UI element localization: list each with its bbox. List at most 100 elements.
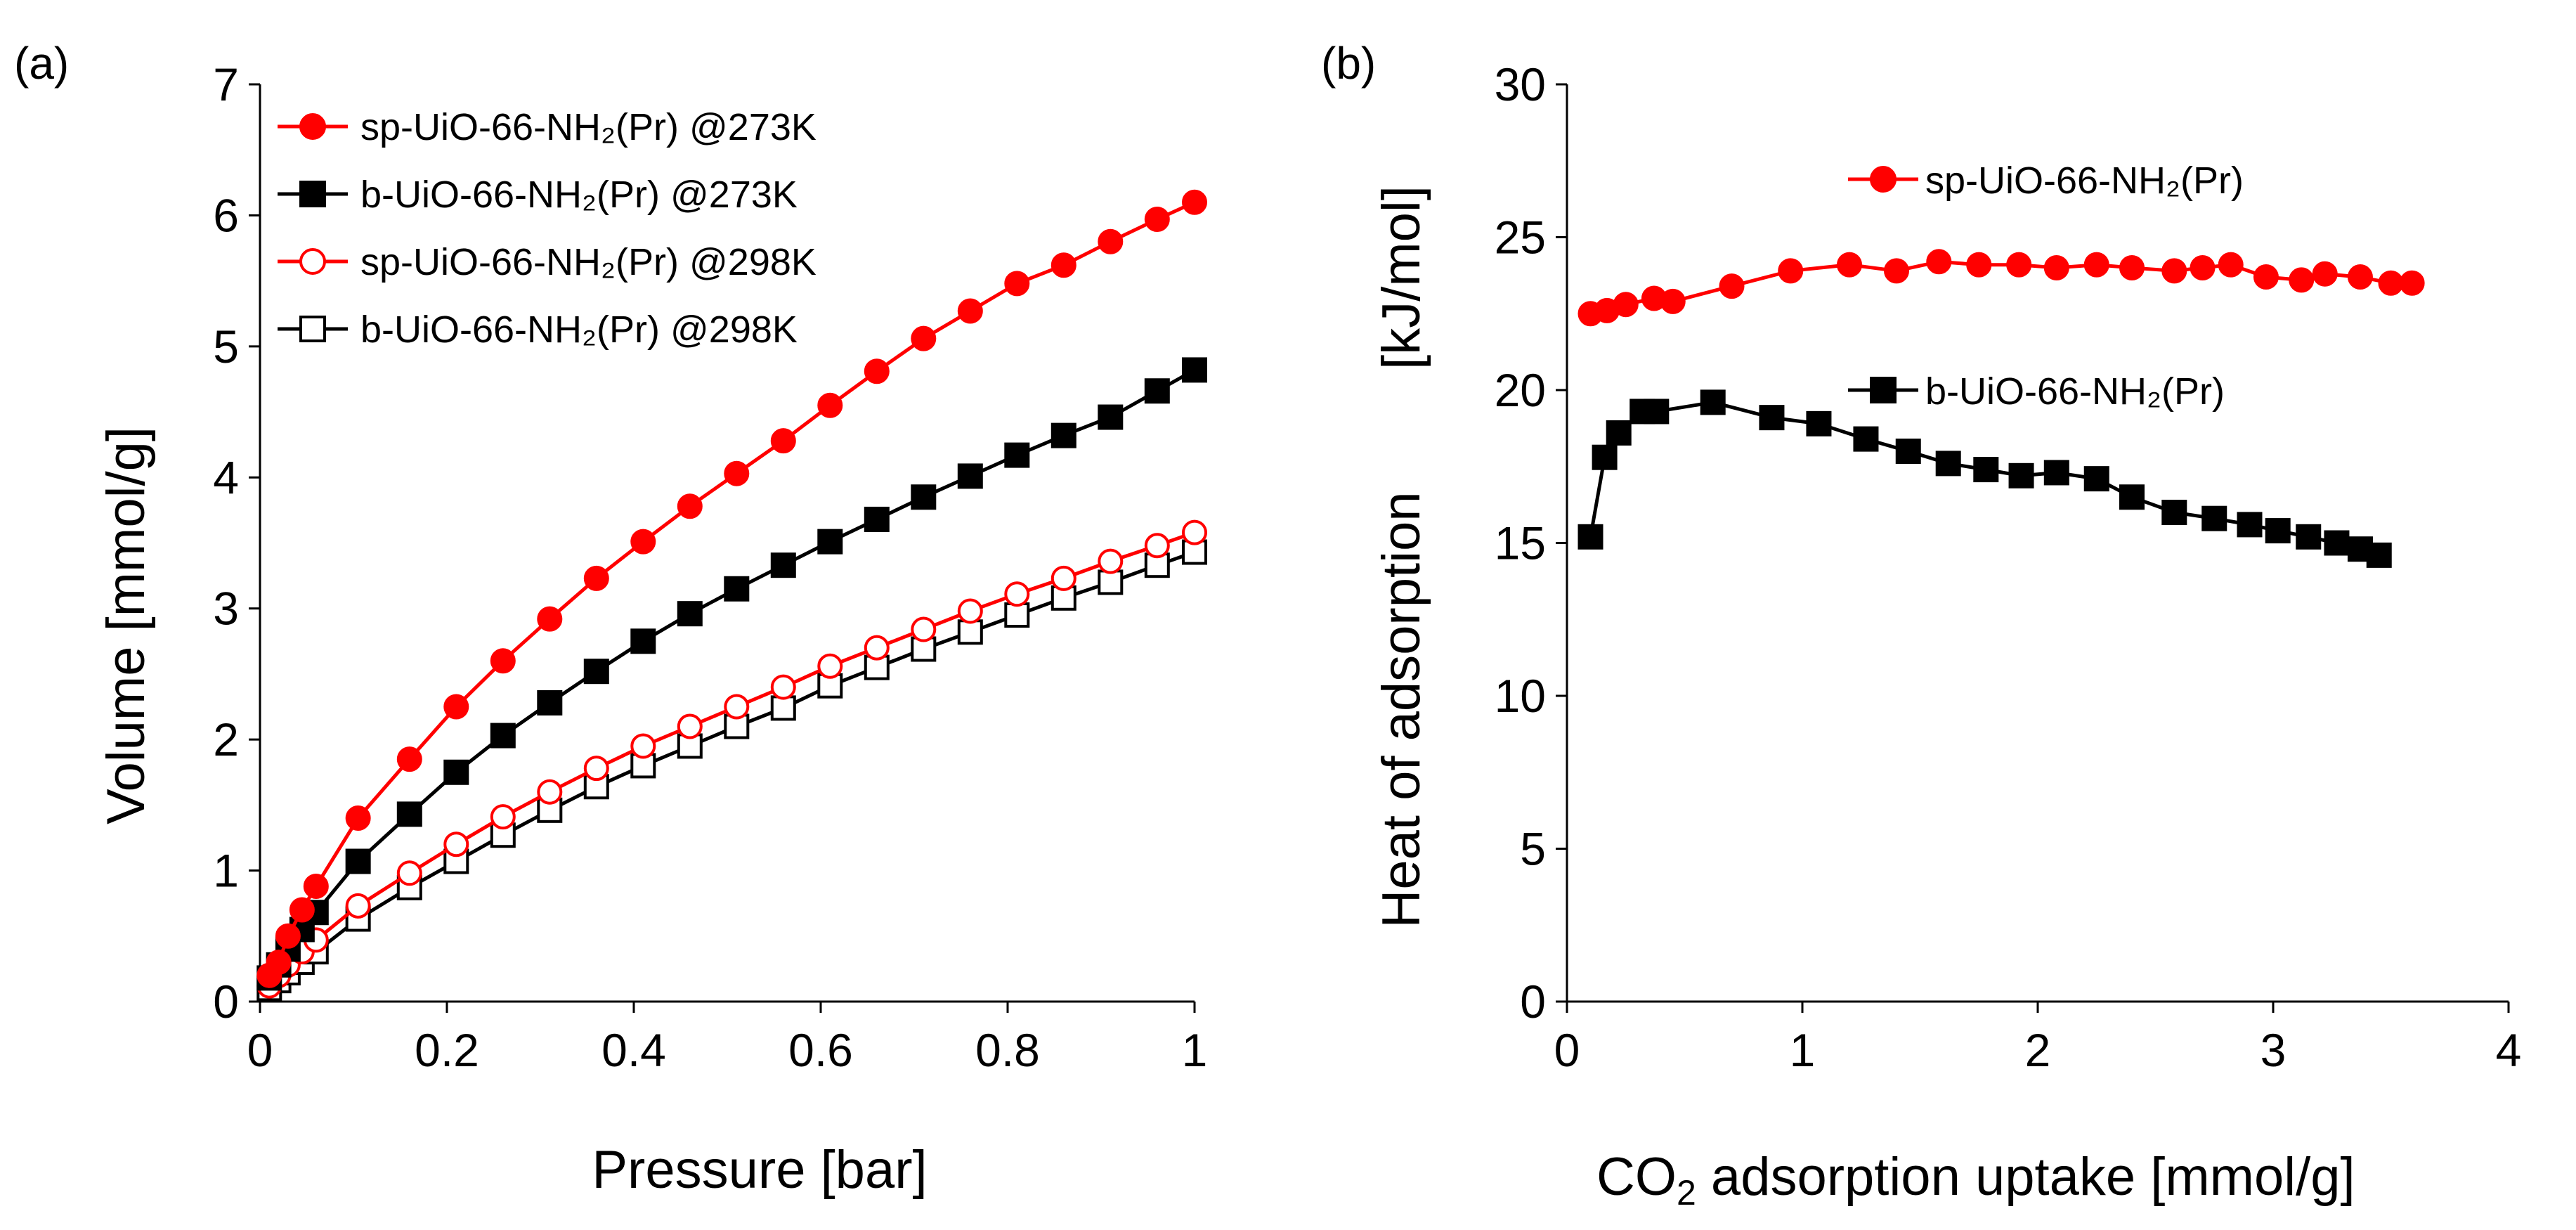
data-point bbox=[630, 628, 656, 654]
data-point bbox=[2366, 542, 2392, 568]
data-point bbox=[2119, 484, 2145, 510]
legend-label: sp-UiO-66-NH₂(Pr) @298K bbox=[360, 241, 817, 283]
panel-b-y-tick-label: 30 bbox=[1495, 58, 1546, 110]
panel-b-y-tick-label: 20 bbox=[1495, 364, 1546, 416]
data-point bbox=[724, 694, 750, 720]
data-point bbox=[677, 493, 703, 519]
legend-marker bbox=[299, 248, 326, 275]
panel-b-series-1 bbox=[1578, 389, 2392, 568]
data-point bbox=[1806, 410, 1832, 436]
legend-marker bbox=[1870, 377, 1897, 403]
panel-a-y-tick-label: 4 bbox=[213, 451, 239, 503]
data-point bbox=[303, 873, 329, 899]
panel-b-x-tick-label: 4 bbox=[2496, 1024, 2522, 1076]
data-point bbox=[490, 804, 516, 830]
panel-b-xlabel-main: CO bbox=[1596, 1147, 1677, 1207]
panel-b-xlabel-sub: 2 bbox=[1677, 1173, 1696, 1212]
panel-b-ylabel-right: [kJ/mol] bbox=[1372, 186, 1431, 370]
data-point bbox=[1895, 439, 1921, 464]
data-point bbox=[289, 897, 315, 923]
panel-a-label: (a) bbox=[14, 38, 69, 89]
data-point bbox=[1935, 451, 1961, 477]
panel-a-y-tick-label: 6 bbox=[213, 189, 239, 241]
data-point bbox=[630, 733, 656, 759]
data-point bbox=[2265, 518, 2291, 544]
data-point bbox=[2083, 252, 2109, 278]
data-point bbox=[1719, 273, 1745, 299]
data-point bbox=[911, 484, 937, 510]
data-point bbox=[1966, 252, 1992, 278]
data-point bbox=[583, 659, 609, 685]
data-point bbox=[957, 463, 983, 489]
data-point bbox=[1050, 422, 1076, 448]
legend-marker bbox=[1870, 166, 1897, 193]
data-point bbox=[396, 746, 422, 772]
data-point bbox=[1050, 565, 1076, 591]
data-point bbox=[770, 428, 796, 454]
panel-b-xlabel-rest: adsorption uptake [mmol/g] bbox=[1696, 1147, 2355, 1207]
data-point bbox=[275, 923, 301, 949]
data-point bbox=[345, 848, 371, 874]
panel-a-y-tick-label: 3 bbox=[213, 583, 239, 635]
data-point bbox=[443, 831, 469, 857]
data-point bbox=[396, 801, 422, 827]
data-point bbox=[770, 552, 796, 578]
panel-a-y-tick-label: 1 bbox=[213, 845, 239, 897]
data-point bbox=[1853, 426, 1879, 452]
series-line bbox=[1590, 259, 2412, 316]
data-point bbox=[2237, 512, 2263, 538]
data-point bbox=[537, 779, 563, 805]
data-point bbox=[1144, 207, 1170, 233]
panel-b-series-0 bbox=[1578, 249, 2425, 327]
panel-a-series-0 bbox=[256, 189, 1207, 988]
data-point bbox=[2399, 270, 2425, 296]
data-point bbox=[345, 893, 371, 919]
panel-a-y-tick-label: 7 bbox=[213, 58, 239, 110]
data-point bbox=[2190, 255, 2216, 280]
legend-label: sp-UiO-66-NH₂(Pr) @273K bbox=[360, 106, 817, 148]
data-point bbox=[817, 653, 843, 679]
data-point bbox=[864, 358, 890, 384]
panel-b-x-tick-label: 2 bbox=[2025, 1024, 2051, 1076]
data-point bbox=[2161, 258, 2187, 284]
data-point bbox=[1004, 442, 1030, 468]
data-point bbox=[2083, 466, 2109, 492]
data-point bbox=[537, 690, 563, 716]
data-point bbox=[1182, 519, 1207, 545]
panel-a-x-tick-label: 0.2 bbox=[415, 1024, 479, 1076]
data-point bbox=[677, 713, 703, 739]
data-point bbox=[1144, 378, 1170, 404]
legend-marker bbox=[299, 113, 326, 140]
data-point bbox=[1613, 292, 1639, 318]
data-point bbox=[1606, 420, 1632, 446]
data-point bbox=[2006, 252, 2032, 278]
data-point bbox=[911, 616, 937, 642]
panel-b-x-tick-label: 1 bbox=[1790, 1024, 1816, 1076]
data-point bbox=[1644, 399, 1670, 425]
data-point bbox=[1098, 548, 1124, 574]
panel-a-x-tick-label: 0.4 bbox=[601, 1024, 666, 1076]
legend-entry-2: sp-UiO-66-NH₂(Pr) @298K bbox=[278, 241, 817, 283]
legend-label: b-UiO-66-NH₂(Pr) @298K bbox=[360, 309, 798, 351]
legend-entry-1: b-UiO-66-NH₂(Pr) bbox=[1848, 370, 2225, 413]
legend-label: b-UiO-66-NH₂(Pr) bbox=[1925, 370, 2225, 413]
data-point bbox=[864, 635, 890, 661]
data-point bbox=[1182, 189, 1207, 215]
data-point bbox=[2296, 524, 2322, 550]
data-point bbox=[537, 606, 563, 632]
data-point bbox=[1592, 444, 1618, 470]
data-point bbox=[864, 506, 890, 532]
panel-b-y-tick-label: 5 bbox=[1520, 823, 1546, 875]
panel-b-x-tick-label: 3 bbox=[2260, 1024, 2286, 1076]
data-point bbox=[817, 392, 843, 418]
data-point bbox=[957, 298, 983, 324]
data-point bbox=[2201, 505, 2227, 531]
panel-b-y-tick-label: 15 bbox=[1495, 517, 1546, 569]
panel-b-y-tick-label: 25 bbox=[1495, 212, 1546, 264]
data-point bbox=[490, 723, 516, 749]
data-point bbox=[1004, 602, 1030, 628]
data-point bbox=[1700, 389, 1726, 415]
data-point bbox=[1926, 249, 1952, 275]
legend-marker bbox=[299, 316, 326, 342]
data-point bbox=[1578, 524, 1604, 550]
